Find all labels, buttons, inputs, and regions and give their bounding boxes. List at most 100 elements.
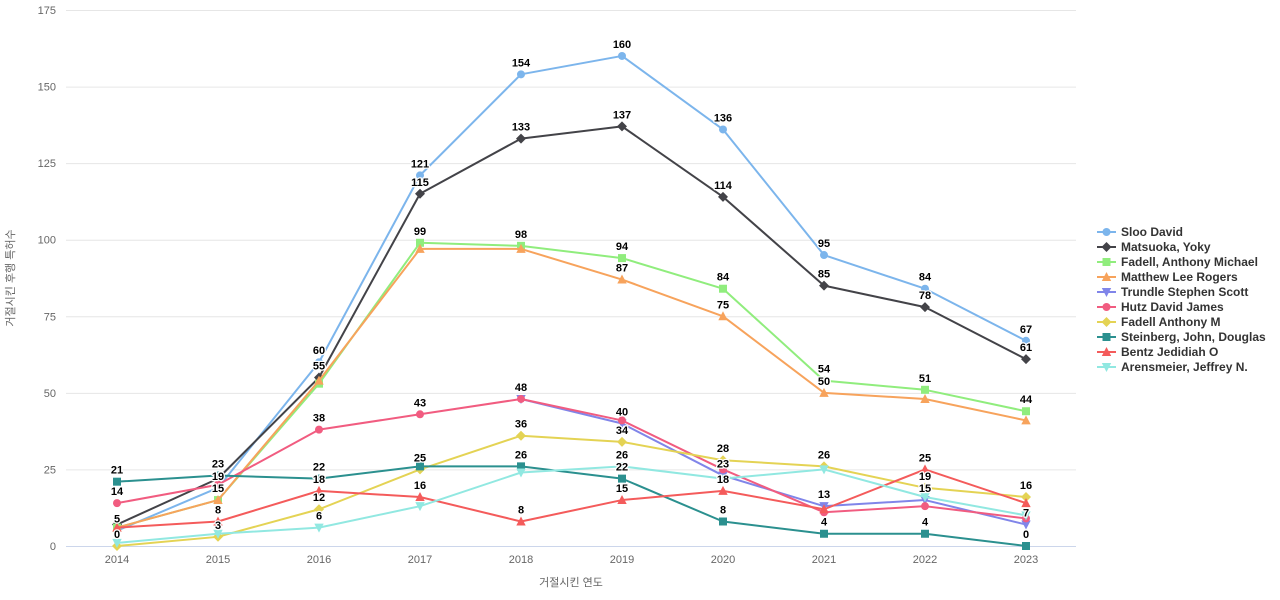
data-point-marker[interactable]: [920, 482, 930, 493]
data-point-marker[interactable]: [1022, 407, 1030, 416]
data-point-marker[interactable]: [921, 502, 929, 511]
data-point-marker[interactable]: [1021, 511, 1031, 521]
legend-item-trundle-stephen-scott[interactable]: Trundle Stephen Scott: [1097, 284, 1266, 299]
data-point-marker[interactable]: [718, 191, 728, 202]
data-point-marker[interactable]: [416, 462, 424, 471]
data-point-marker[interactable]: [415, 502, 425, 512]
data-point-marker[interactable]: [718, 311, 728, 321]
data-point-marker[interactable]: [516, 516, 526, 526]
legend-item-fadell-anthony-michael[interactable]: Fadell, Anthony Michael: [1097, 254, 1266, 269]
data-point-marker[interactable]: [112, 538, 122, 548]
data-point-marker[interactable]: [1021, 520, 1031, 530]
data-point-marker[interactable]: [617, 121, 627, 132]
data-point-marker[interactable]: [618, 474, 626, 483]
data-point-marker[interactable]: [517, 394, 525, 403]
series-line-arensmeier-jeffrey-n-: [116, 465, 1027, 544]
data-point-marker[interactable]: [1101, 346, 1112, 356]
data-point-marker[interactable]: [314, 504, 324, 515]
data-label: 6: [316, 511, 322, 523]
data-point-marker[interactable]: [920, 302, 930, 313]
data-point-marker[interactable]: [618, 254, 626, 263]
data-point-marker[interactable]: [920, 464, 930, 474]
data-point-marker[interactable]: [617, 274, 627, 284]
data-point-marker[interactable]: [1101, 287, 1112, 297]
data-point-marker[interactable]: [214, 471, 222, 480]
data-point-marker[interactable]: [921, 529, 929, 538]
data-point-marker[interactable]: [820, 529, 828, 538]
data-point-marker[interactable]: [415, 188, 425, 199]
data-point-marker[interactable]: [1022, 542, 1030, 550]
data-point-marker[interactable]: [213, 529, 223, 539]
legend-item-hutz-david-james[interactable]: Hutz David James: [1097, 299, 1266, 314]
data-point-marker[interactable]: [1101, 241, 1112, 252]
data-point-marker[interactable]: [819, 465, 829, 475]
data-point-marker[interactable]: [1021, 354, 1031, 365]
data-point-marker[interactable]: [1022, 336, 1030, 345]
data-point-marker[interactable]: [1021, 415, 1031, 425]
data-point-marker[interactable]: [516, 430, 526, 441]
data-point-marker[interactable]: [1102, 332, 1111, 341]
data-point-marker[interactable]: [921, 284, 929, 293]
data-point-marker[interactable]: [617, 462, 627, 472]
data-point-marker[interactable]: [314, 375, 324, 385]
data-label: 98: [515, 229, 527, 241]
data-point-marker[interactable]: [617, 495, 627, 505]
data-point-marker[interactable]: [819, 504, 829, 514]
data-point-marker[interactable]: [1101, 362, 1112, 372]
legend-item-matsuoka-yoky[interactable]: Matsuoka, Yoky: [1097, 239, 1266, 254]
data-point-marker[interactable]: [1101, 316, 1112, 327]
data-point-marker[interactable]: [516, 243, 526, 253]
data-point-marker[interactable]: [214, 480, 222, 489]
legend-item-fadell-anthony-m[interactable]: Fadell Anthony M: [1097, 314, 1266, 329]
data-point-marker[interactable]: [617, 436, 627, 447]
data-label: 25: [919, 452, 931, 464]
data-point-marker[interactable]: [314, 523, 324, 533]
data-point-marker[interactable]: [213, 516, 223, 526]
data-point-marker[interactable]: [718, 455, 728, 466]
data-point-marker[interactable]: [416, 171, 424, 180]
x-tick-label: 2023: [1014, 554, 1038, 566]
data-point-marker[interactable]: [820, 376, 828, 385]
data-point-marker[interactable]: [516, 468, 526, 478]
legend-item-matthew-lee-rogers[interactable]: Matthew Lee Rogers: [1097, 269, 1266, 284]
data-point-marker[interactable]: [315, 474, 323, 483]
data-point-marker[interactable]: [1021, 498, 1031, 508]
data-point-marker[interactable]: [920, 393, 930, 403]
data-point-marker[interactable]: [1102, 227, 1111, 236]
data-point-marker[interactable]: [314, 485, 324, 495]
legend-item-arensmeier-jeffrey-n-[interactable]: Arensmeier, Jeffrey N.: [1097, 359, 1266, 374]
data-point-marker[interactable]: [719, 284, 727, 293]
data-point-marker[interactable]: [112, 522, 122, 532]
data-point-marker[interactable]: [315, 358, 323, 367]
data-point-marker[interactable]: [920, 492, 930, 502]
data-point-marker[interactable]: [213, 495, 223, 505]
data-point-marker[interactable]: [1102, 302, 1111, 311]
data-point-marker[interactable]: [1101, 271, 1112, 281]
data-point-marker[interactable]: [718, 485, 728, 495]
data-point-marker[interactable]: [113, 477, 121, 486]
data-point-marker[interactable]: [719, 465, 727, 474]
data-point-marker[interactable]: [416, 238, 424, 247]
data-point-marker[interactable]: [618, 51, 626, 60]
data-point-marker[interactable]: [1021, 491, 1031, 502]
data-point-marker[interactable]: [618, 416, 626, 425]
data-point-marker[interactable]: [718, 474, 728, 484]
data-point-marker[interactable]: [517, 462, 525, 471]
data-point-marker[interactable]: [921, 385, 929, 394]
data-point-marker[interactable]: [819, 387, 829, 397]
data-point-marker[interactable]: [819, 280, 829, 291]
legend-item-sloo-david[interactable]: Sloo David: [1097, 224, 1266, 239]
data-point-marker[interactable]: [820, 251, 828, 260]
data-point-marker[interactable]: [113, 499, 121, 508]
data-point-marker[interactable]: [416, 410, 424, 419]
data-point-marker[interactable]: [517, 70, 525, 79]
legend-item-steinberg-john-douglas[interactable]: Steinberg, John, Douglas: [1097, 329, 1266, 344]
data-point-marker[interactable]: [415, 491, 425, 501]
data-point-marker[interactable]: [516, 133, 526, 144]
data-point-marker[interactable]: [415, 243, 425, 253]
data-point-marker[interactable]: [1102, 257, 1111, 266]
legend-item-bentz-jedidiah-o[interactable]: Bentz Jedidiah O: [1097, 344, 1266, 359]
data-point-marker[interactable]: [719, 125, 727, 134]
data-point-marker[interactable]: [719, 517, 727, 526]
data-point-marker[interactable]: [315, 425, 323, 434]
